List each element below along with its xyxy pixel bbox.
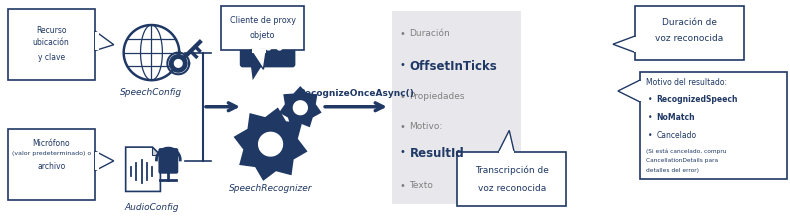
Polygon shape xyxy=(175,60,182,67)
Text: Propiedades: Propiedades xyxy=(409,92,465,101)
Polygon shape xyxy=(258,132,283,156)
Polygon shape xyxy=(293,101,307,115)
Text: SpeechConfig: SpeechConfig xyxy=(120,88,182,97)
Bar xyxy=(8,129,95,200)
Bar xyxy=(95,32,99,50)
Text: Recurso: Recurso xyxy=(36,26,66,35)
Polygon shape xyxy=(613,36,635,52)
Bar xyxy=(634,37,637,52)
Text: •: • xyxy=(400,147,405,157)
Text: RecognizedSpeech: RecognizedSpeech xyxy=(656,95,738,104)
Text: objeto: objeto xyxy=(250,31,276,40)
Text: voz reconocida: voz reconocida xyxy=(655,34,724,43)
Text: OffsetInTicks: OffsetInTicks xyxy=(409,60,497,73)
Bar xyxy=(251,49,266,52)
Polygon shape xyxy=(152,147,160,155)
Text: voz reconocida: voz reconocida xyxy=(478,184,546,193)
Text: •: • xyxy=(648,131,653,140)
Text: Micrófono: Micrófono xyxy=(32,139,70,148)
Text: (valor predeterminado) o: (valor predeterminado) o xyxy=(12,151,91,156)
Polygon shape xyxy=(170,55,187,72)
Text: archivo: archivo xyxy=(37,162,66,171)
Polygon shape xyxy=(95,151,114,171)
Text: •: • xyxy=(400,181,405,191)
Text: (Si está cancelado, compru: (Si está cancelado, compru xyxy=(645,148,726,154)
Text: AudioConfig: AudioConfig xyxy=(124,203,179,212)
Text: y clave: y clave xyxy=(38,52,65,62)
Text: ResultId: ResultId xyxy=(409,147,465,160)
Polygon shape xyxy=(618,80,640,102)
Text: •: • xyxy=(648,113,653,122)
Text: RecognizeOnceAsync(): RecognizeOnceAsync() xyxy=(298,89,414,98)
Polygon shape xyxy=(250,50,266,69)
Text: Motivo del resultado:: Motivo del resultado: xyxy=(645,78,727,87)
Polygon shape xyxy=(498,130,514,152)
Polygon shape xyxy=(234,108,307,181)
Bar xyxy=(639,81,641,101)
Bar xyxy=(392,11,521,204)
Text: CancellationDetails para: CancellationDetails para xyxy=(645,158,718,164)
Text: Motivo:: Motivo: xyxy=(409,122,442,130)
Text: •: • xyxy=(648,95,653,104)
Bar xyxy=(457,152,566,206)
Text: •: • xyxy=(400,92,405,102)
Text: Cliente de proxy: Cliente de proxy xyxy=(230,16,295,25)
Polygon shape xyxy=(250,64,262,80)
Text: detalles del error): detalles del error) xyxy=(645,168,698,173)
FancyBboxPatch shape xyxy=(240,26,295,67)
Text: Duración de: Duración de xyxy=(662,17,717,27)
Text: •: • xyxy=(400,60,405,70)
FancyBboxPatch shape xyxy=(159,148,179,174)
Text: ubicación: ubicación xyxy=(33,38,70,47)
Polygon shape xyxy=(95,31,114,51)
Text: •: • xyxy=(400,122,405,132)
Bar xyxy=(499,151,514,155)
Text: Texto: Texto xyxy=(409,181,434,190)
Text: Transcripción de: Transcripción de xyxy=(475,165,549,175)
Polygon shape xyxy=(126,147,160,191)
Text: SpeechRecognizer: SpeechRecognizer xyxy=(229,184,312,192)
Bar xyxy=(635,6,744,60)
Bar xyxy=(95,152,99,170)
Text: NoMatch: NoMatch xyxy=(656,113,695,122)
Text: •: • xyxy=(400,29,405,39)
Text: Cancelado: Cancelado xyxy=(656,131,697,140)
Bar xyxy=(640,72,787,179)
Bar xyxy=(8,9,95,80)
Polygon shape xyxy=(279,86,322,127)
Bar xyxy=(221,6,304,50)
Text: Duración: Duración xyxy=(409,29,450,38)
